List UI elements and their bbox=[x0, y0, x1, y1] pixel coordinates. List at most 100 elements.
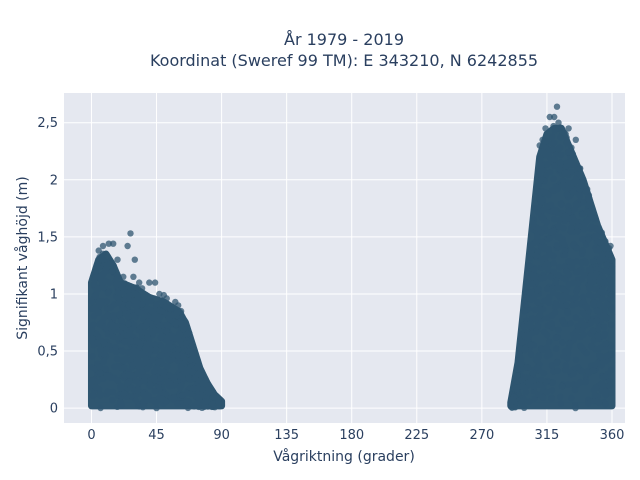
data-point bbox=[556, 233, 563, 241]
data-point bbox=[103, 297, 110, 305]
data-point bbox=[109, 397, 116, 404]
data-point bbox=[580, 199, 587, 206]
data-point bbox=[184, 404, 192, 412]
data-point bbox=[561, 212, 569, 219]
data-point bbox=[530, 294, 537, 301]
data-point bbox=[604, 250, 612, 258]
data-point bbox=[538, 346, 545, 353]
data-point bbox=[119, 348, 126, 355]
data-point bbox=[158, 308, 166, 315]
data-point bbox=[579, 211, 586, 218]
x-tick-label: 315 bbox=[535, 428, 560, 443]
data-point bbox=[574, 323, 581, 330]
data-point bbox=[531, 306, 539, 313]
data-point bbox=[120, 285, 127, 292]
data-point bbox=[577, 317, 585, 325]
data-point bbox=[561, 169, 569, 177]
data-point bbox=[589, 300, 597, 308]
data-point bbox=[120, 390, 128, 397]
data-point bbox=[101, 341, 109, 348]
data-point bbox=[553, 302, 561, 309]
data-point bbox=[608, 389, 615, 397]
data-point bbox=[562, 163, 569, 170]
data-point bbox=[573, 333, 580, 340]
data-point bbox=[602, 357, 610, 365]
data-point bbox=[527, 375, 534, 383]
data-point bbox=[557, 400, 564, 407]
data-point bbox=[548, 362, 555, 369]
data-point bbox=[117, 384, 124, 392]
data-point bbox=[562, 251, 569, 258]
data-point bbox=[530, 220, 537, 227]
data-point bbox=[565, 207, 572, 215]
data-point bbox=[153, 364, 160, 371]
data-point-outlier bbox=[175, 302, 182, 309]
data-point bbox=[550, 268, 557, 275]
data-point bbox=[568, 225, 575, 232]
x-tick-label: 270 bbox=[469, 428, 494, 443]
y-tick-label: 0 bbox=[50, 402, 58, 417]
data-point bbox=[126, 337, 134, 344]
data-point bbox=[188, 342, 195, 350]
data-point bbox=[539, 238, 546, 245]
data-point bbox=[579, 236, 586, 243]
data-point bbox=[555, 271, 562, 279]
data-point bbox=[603, 261, 610, 268]
data-point bbox=[538, 229, 545, 236]
data-point-outlier bbox=[539, 136, 546, 143]
data-point bbox=[578, 259, 585, 266]
data-point bbox=[142, 344, 149, 352]
data-point bbox=[147, 297, 155, 305]
data-point bbox=[543, 219, 550, 226]
data-point bbox=[563, 301, 570, 309]
data-point bbox=[608, 366, 615, 374]
data-point bbox=[191, 385, 198, 392]
data-point-outlier bbox=[163, 295, 170, 302]
data-point-outlier bbox=[562, 130, 569, 138]
data-point bbox=[582, 378, 589, 386]
data-point bbox=[534, 286, 541, 294]
data-point bbox=[110, 323, 118, 330]
data-point bbox=[538, 163, 545, 170]
data-point-outlier bbox=[99, 242, 107, 250]
data-point bbox=[536, 157, 544, 164]
data-point bbox=[557, 159, 564, 166]
data-point bbox=[590, 387, 598, 394]
data-point-outlier bbox=[553, 103, 561, 110]
data-point bbox=[113, 281, 121, 288]
data-point bbox=[531, 383, 538, 390]
data-point bbox=[546, 251, 553, 258]
data-point bbox=[555, 292, 562, 299]
data-point bbox=[97, 346, 104, 353]
data-point bbox=[603, 353, 610, 360]
data-point bbox=[125, 320, 132, 328]
data-point bbox=[135, 300, 142, 307]
y-tick-label: 2,5 bbox=[37, 116, 58, 131]
data-point bbox=[172, 321, 179, 328]
data-point bbox=[550, 260, 557, 267]
data-point bbox=[551, 216, 558, 223]
data-point bbox=[151, 388, 158, 395]
data-point bbox=[527, 241, 535, 248]
data-point bbox=[159, 395, 166, 403]
data-point-outlier bbox=[151, 279, 159, 286]
data-point bbox=[564, 381, 572, 388]
data-point bbox=[104, 388, 112, 395]
data-point bbox=[556, 263, 563, 271]
data-point bbox=[513, 372, 521, 380]
data-point bbox=[90, 281, 98, 288]
data-point-outlier bbox=[542, 125, 549, 132]
data-point bbox=[144, 333, 151, 341]
data-point bbox=[165, 315, 173, 322]
data-point bbox=[559, 339, 566, 346]
data-point bbox=[550, 175, 557, 182]
data-point bbox=[117, 398, 124, 405]
data-point bbox=[116, 311, 123, 318]
data-point bbox=[595, 345, 603, 352]
data-point bbox=[595, 247, 603, 254]
data-point bbox=[602, 388, 609, 395]
data-point bbox=[96, 320, 104, 328]
data-point bbox=[516, 344, 524, 352]
data-point bbox=[584, 367, 591, 375]
data-point bbox=[547, 201, 554, 209]
